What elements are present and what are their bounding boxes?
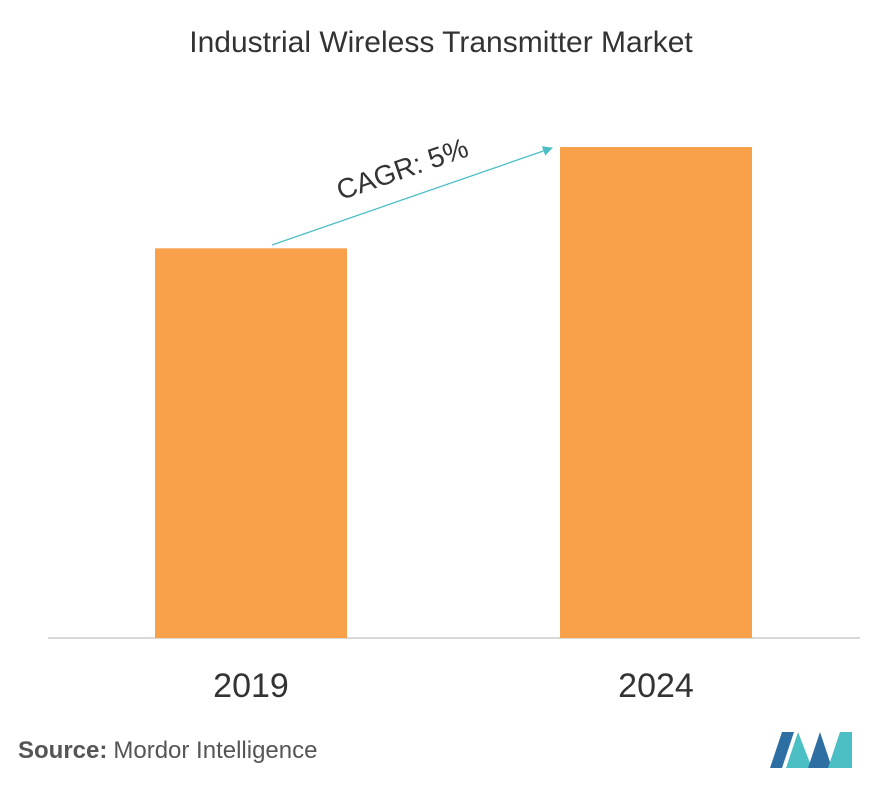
source-name: Mordor Intelligence [113, 737, 317, 764]
cagr-arrow [271, 146, 553, 246]
bar [560, 147, 752, 638]
chart-title: Industrial Wireless Transmitter Market [189, 26, 693, 59]
cagr-label: CAGR: 5% [333, 132, 473, 206]
source-label: Source: [18, 737, 107, 764]
x-tick-label: 2024 [618, 667, 694, 705]
logo [770, 732, 852, 768]
x-tick-label: 2019 [213, 667, 289, 705]
source: Source: Mordor Intelligence [18, 737, 317, 764]
bar [155, 248, 347, 639]
